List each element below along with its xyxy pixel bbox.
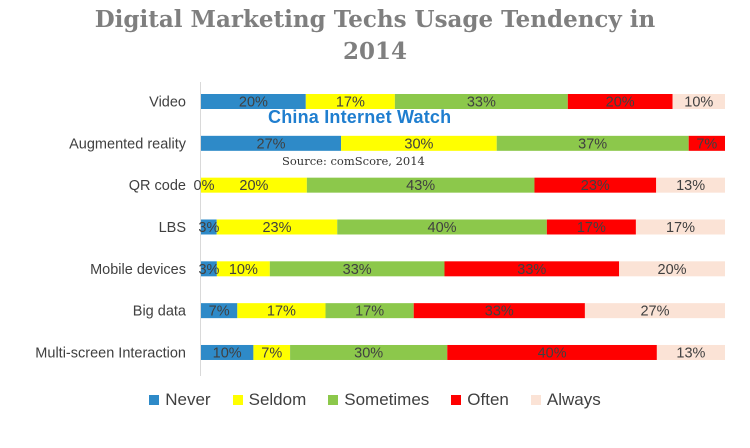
data-label: 13% <box>676 345 705 361</box>
data-label: 10% <box>229 262 258 278</box>
legend-label: Always <box>546 390 601 409</box>
data-label: 20% <box>239 178 268 194</box>
bar-segment-sometimes <box>325 303 414 319</box>
data-label: 33% <box>517 262 546 278</box>
data-label: 43% <box>406 178 435 194</box>
data-label: 7% <box>696 136 717 152</box>
watermark-text: China Internet Watch <box>268 107 452 127</box>
bar-segment-never <box>201 135 342 151</box>
legend-label: Seldom <box>248 390 307 409</box>
bar-segment-never <box>201 261 217 277</box>
category-label: LBS <box>159 220 186 236</box>
bar-segment-sometimes <box>337 219 547 235</box>
category-label: Mobile devices <box>90 262 186 278</box>
legend-item-never: Never <box>149 390 211 410</box>
bar-segment-always <box>619 261 725 277</box>
bar-segment-seldom <box>201 177 307 193</box>
data-label: 3% <box>198 262 219 278</box>
data-label: 30% <box>354 345 383 361</box>
bar-segment-never <box>201 94 306 109</box>
bar-segment-always <box>584 303 725 319</box>
legend-swatch <box>451 395 462 405</box>
data-label: 23% <box>581 178 610 194</box>
data-label: 17% <box>267 304 296 320</box>
legend: Never Seldom Sometimes Often Always <box>0 390 750 410</box>
legend-item-sometimes: Sometimes <box>328 390 429 410</box>
bar-segment-always <box>656 344 725 360</box>
chart-title-line-2: 2014 <box>342 38 407 65</box>
data-label: 40% <box>538 345 567 361</box>
data-label: 27% <box>257 136 286 152</box>
data-label: 33% <box>343 262 372 278</box>
data-label: 3% <box>198 220 219 236</box>
bar-segment-seldom <box>237 303 326 319</box>
bar-segment-never <box>201 303 238 319</box>
data-label: 20% <box>239 95 268 111</box>
bar-layer <box>201 94 725 360</box>
category-label: Video <box>149 95 186 111</box>
legend-swatch <box>232 395 243 405</box>
data-label: 10% <box>213 345 242 361</box>
data-label: 7% <box>261 345 282 361</box>
bar-segment-sometimes <box>290 344 448 360</box>
data-label: 23% <box>262 220 291 236</box>
legend-swatch <box>149 395 160 405</box>
bar-segment-often <box>688 135 725 151</box>
legend-item-always: Always <box>530 390 601 410</box>
data-label: 17% <box>355 304 384 320</box>
legend-label: Often <box>467 390 509 409</box>
bar-segment-always <box>635 219 725 235</box>
data-label: 33% <box>467 95 496 111</box>
bar-segment-seldom <box>253 344 291 360</box>
bar-segment-sometimes <box>496 135 689 151</box>
bar-segment-often <box>413 303 585 319</box>
data-label: 20% <box>606 95 635 111</box>
bar-segment-seldom <box>216 261 270 277</box>
chart-title: Digital Marketing Techs Usage Tendency i… <box>0 4 750 68</box>
legend-label: Sometimes <box>344 390 430 409</box>
bar-segment-sometimes <box>306 177 535 193</box>
value-label-layer: 20% 17% 33% 20% 10% 27% 30% 37% 7% 0% 20% 43% 23% 13%… <box>194 95 718 362</box>
bar-segment-often <box>447 344 657 360</box>
legend-label: Never <box>165 390 211 409</box>
data-label: 33% <box>485 304 514 320</box>
category-label: QR code <box>129 178 186 194</box>
bar-segment-often <box>546 219 636 235</box>
bar-segment-sometimes <box>394 94 568 109</box>
bar-segment-always <box>656 177 725 193</box>
legend-swatch <box>328 395 339 405</box>
data-label: 20% <box>658 262 687 278</box>
bar-segment-often <box>567 94 673 109</box>
bar-segment-always <box>672 94 725 109</box>
legend-item-seldom: Seldom <box>232 390 307 410</box>
data-label: 7% <box>209 304 230 320</box>
data-label: 40% <box>428 220 457 236</box>
category-label-layer: Video Augmented reality QR code LBS Mobile d… <box>35 95 187 362</box>
data-label: 37% <box>578 136 607 152</box>
bar-segment-never <box>201 219 217 235</box>
category-label: Big data <box>133 304 187 320</box>
data-label: 13% <box>676 178 705 194</box>
data-label: 17% <box>666 220 695 236</box>
data-label: 10% <box>684 95 713 111</box>
category-label: Multi-screen Interaction <box>35 345 186 361</box>
category-label: Augmented reality <box>69 136 187 152</box>
bar-segment-seldom <box>341 135 497 151</box>
bar-segment-sometimes <box>269 261 445 277</box>
data-label: 30% <box>404 136 433 152</box>
data-label: 0% <box>194 178 215 194</box>
source-note: Source: comScore, 2014 <box>282 154 425 168</box>
data-label: 17% <box>336 95 365 111</box>
chart-title-line-1: Digital Marketing Techs Usage Tendency i… <box>94 6 656 33</box>
bar-segment-never <box>201 344 254 360</box>
bar-segment-seldom <box>305 94 395 109</box>
data-label: 27% <box>640 304 669 320</box>
legend-swatch <box>530 395 541 405</box>
legend-item-often: Often <box>451 390 509 410</box>
bar-segment-often <box>444 261 620 277</box>
bar-segment-seldom <box>216 219 338 235</box>
data-label: 17% <box>577 220 606 236</box>
bar-segment-often <box>534 177 657 193</box>
